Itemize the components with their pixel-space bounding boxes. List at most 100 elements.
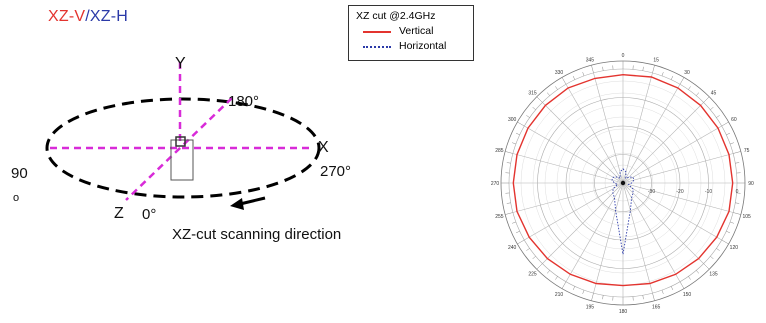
angle-minor-tick	[515, 132, 520, 136]
angle-minor-tick	[642, 66, 644, 71]
title-xz-v: XZ-V	[48, 8, 86, 25]
scan-ellipse	[45, 97, 321, 199]
axis-y-label: Y	[175, 55, 186, 72]
angle-minor-tick	[716, 115, 720, 118]
angle-minor-tick	[688, 276, 691, 280]
angle-minor-tick	[642, 295, 644, 300]
radial-spoke	[542, 102, 624, 184]
angle-minor-tick	[555, 86, 558, 90]
angle-minor-tick	[546, 92, 550, 96]
angle-minor-tick	[517, 239, 525, 245]
legend-label-vertical: Vertical	[399, 25, 434, 37]
angle-minor-tick	[506, 162, 511, 164]
angle-tick-label: 225	[528, 272, 537, 278]
angle-tick-label: 90	[748, 181, 754, 187]
angle-minor-tick	[602, 66, 604, 71]
scan-arrow-head	[230, 198, 244, 210]
angle-minor-tick	[661, 290, 664, 294]
angle-tick-label: 180	[619, 309, 628, 315]
angle-minor-tick	[679, 281, 685, 289]
angle-minor-tick	[536, 263, 543, 270]
deg-90-symbol: o	[13, 192, 19, 204]
angle-minor-tick	[735, 202, 740, 204]
angle-minor-tick	[710, 106, 714, 110]
radial-spoke	[622, 84, 681, 184]
deg-0-label: 0°	[142, 206, 156, 223]
angle-minor-tick	[703, 96, 710, 103]
axis-z-label: Z	[114, 205, 124, 222]
scan-arrow-line	[239, 196, 266, 206]
legend-item-horizontal: Horizontal	[363, 40, 471, 52]
angle-minor-tick	[730, 142, 734, 145]
radial-spoke	[512, 153, 624, 184]
radial-spoke	[524, 182, 624, 241]
angle-minor-tick	[546, 270, 550, 274]
radial-spoke	[622, 182, 681, 282]
angle-minor-tick	[733, 212, 741, 215]
legend-title: XZ cut @2.4GHz	[356, 10, 436, 22]
angle-tick-label: 15	[653, 57, 659, 63]
angle-minor-tick	[730, 221, 734, 224]
angle-tick-label: 210	[555, 292, 564, 298]
angle-minor-tick	[726, 230, 731, 234]
polar-chart: 0 15 30 45 60 75 90 105 120 135 150 165 180 195 210 225…	[491, 53, 754, 315]
angle-minor-tick	[703, 263, 710, 270]
angle-minor-tick	[517, 121, 525, 127]
angle-minor-tick	[670, 75, 674, 80]
deg-270-label: 270°	[320, 163, 351, 180]
deg-90-label: 90	[11, 165, 28, 182]
angle-minor-tick	[679, 77, 685, 85]
radial-tick-label: -30	[648, 189, 655, 195]
angle-tick-label: 285	[495, 148, 504, 154]
angle-minor-tick	[696, 92, 700, 96]
angle-minor-tick	[526, 248, 530, 251]
angle-minor-tick	[536, 96, 543, 103]
title-xz-h: XZ-H	[89, 8, 129, 25]
axis-x-label: X	[318, 139, 329, 156]
angle-minor-tick	[532, 256, 536, 260]
angle-tick-label: 195	[586, 305, 595, 311]
series-line-horizontal	[611, 168, 635, 255]
radial-spoke	[622, 182, 734, 213]
angle-tick-label: 345	[586, 57, 595, 63]
angle-tick-label: 330	[555, 70, 564, 76]
angle-minor-tick	[721, 121, 729, 127]
angle-minor-tick	[572, 286, 576, 291]
angle-minor-tick	[670, 286, 674, 291]
deg-180-label: 180°	[228, 93, 259, 110]
angle-minor-tick	[532, 106, 536, 110]
radial-spoke	[565, 84, 624, 184]
chart-legend: XZ cut @2.4GHz Vertical Horizontal	[348, 5, 474, 61]
radial-spoke	[622, 182, 653, 294]
angle-minor-tick	[733, 151, 741, 154]
angle-tick-label: 150	[683, 292, 692, 298]
center-marker	[620, 180, 626, 186]
radial-spoke	[622, 153, 734, 184]
z-axis-line	[125, 97, 233, 201]
radial-spoke	[622, 125, 722, 184]
angle-tick-label: 60	[731, 117, 737, 123]
angle-minor-tick	[696, 270, 700, 274]
scan-direction-label: XZ-cut scanning direction	[172, 226, 342, 243]
angle-minor-tick	[661, 72, 664, 76]
angle-tick-label: 240	[508, 245, 517, 251]
angle-minor-tick	[506, 202, 511, 204]
radial-spoke	[593, 182, 624, 294]
angle-minor-tick	[716, 248, 720, 251]
angle-tick-label: 0	[622, 53, 625, 59]
angle-tick-label: 105	[742, 214, 751, 220]
radial-spoke	[542, 182, 624, 264]
title-separator: /	[85, 8, 90, 25]
angle-minor-tick	[526, 115, 530, 118]
radial-spoke	[622, 72, 653, 184]
angle-tick-label: 165	[652, 305, 661, 311]
scan-diagram: Y X Z 180° 270° 0° 90 o	[11, 55, 351, 223]
angle-minor-tick	[652, 293, 655, 301]
angle-minor-tick	[512, 221, 516, 224]
angle-minor-tick	[505, 151, 513, 154]
angle-minor-tick	[582, 72, 585, 76]
angle-minor-tick	[505, 212, 513, 215]
angle-minor-tick	[572, 75, 576, 80]
radial-spoke	[565, 182, 624, 282]
radial-spoke	[593, 72, 624, 184]
